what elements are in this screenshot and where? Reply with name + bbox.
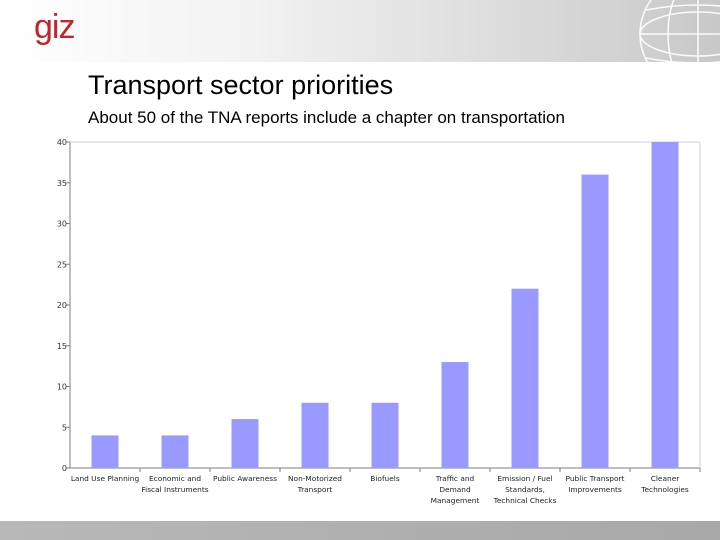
x-tick-label: Economic and (149, 474, 201, 483)
y-tick-label: 40 (57, 138, 67, 147)
bar (91, 435, 119, 468)
x-tick-label: Management (431, 496, 480, 505)
x-tick-label: Transport (297, 485, 333, 494)
x-tick-label: Public Awareness (213, 474, 277, 483)
y-tick-label: 30 (57, 220, 67, 229)
y-tick-label: 20 (57, 301, 67, 310)
bar (301, 402, 329, 468)
bar (371, 402, 399, 468)
giz-logo: giz (34, 8, 75, 46)
globe-icon (639, 0, 720, 62)
y-tick-label: 35 (57, 179, 67, 188)
bar (581, 174, 609, 468)
header-banner: giz (0, 0, 720, 62)
bar-chart: 0 5 10 15 20 25 30 35 40 Land Use Planning Econom… (57, 138, 701, 505)
slide-subtitle: About 50 of the TNA reports include a ch… (88, 108, 565, 127)
x-tick-label: Land Use Planning (71, 474, 140, 483)
x-tick-label: Public Transport (566, 474, 625, 483)
bar (511, 288, 539, 468)
x-tick-label: Improvements (568, 485, 622, 494)
x-tick-label: Demand (439, 485, 471, 494)
y-tick-label: 5 (62, 423, 67, 432)
x-tick-label: Technologies (640, 485, 689, 494)
bar (231, 419, 259, 468)
x-tick-label: Biofuels (370, 474, 400, 483)
x-tick-label: Cleaner (651, 474, 681, 483)
x-tick-label: Traffic and (435, 474, 475, 483)
y-tick-label: 25 (57, 260, 67, 269)
y-tick-label: 0 (62, 464, 67, 473)
footer-bar (0, 521, 720, 540)
bar (441, 362, 469, 468)
y-tick-label: 10 (57, 383, 67, 392)
y-tick-label: 15 (57, 342, 67, 351)
x-tick-label: Fiscal Instruments (141, 485, 208, 494)
bar (651, 142, 679, 468)
slide-title: Transport sector priorities (88, 70, 394, 100)
x-tick-label: Non-Motorized (288, 474, 342, 483)
x-tick-label: Emission / Fuel (497, 474, 552, 483)
bar (161, 435, 189, 468)
x-tick-label: Standards, (505, 485, 545, 494)
x-tick-label: Technical Checks (493, 496, 557, 505)
